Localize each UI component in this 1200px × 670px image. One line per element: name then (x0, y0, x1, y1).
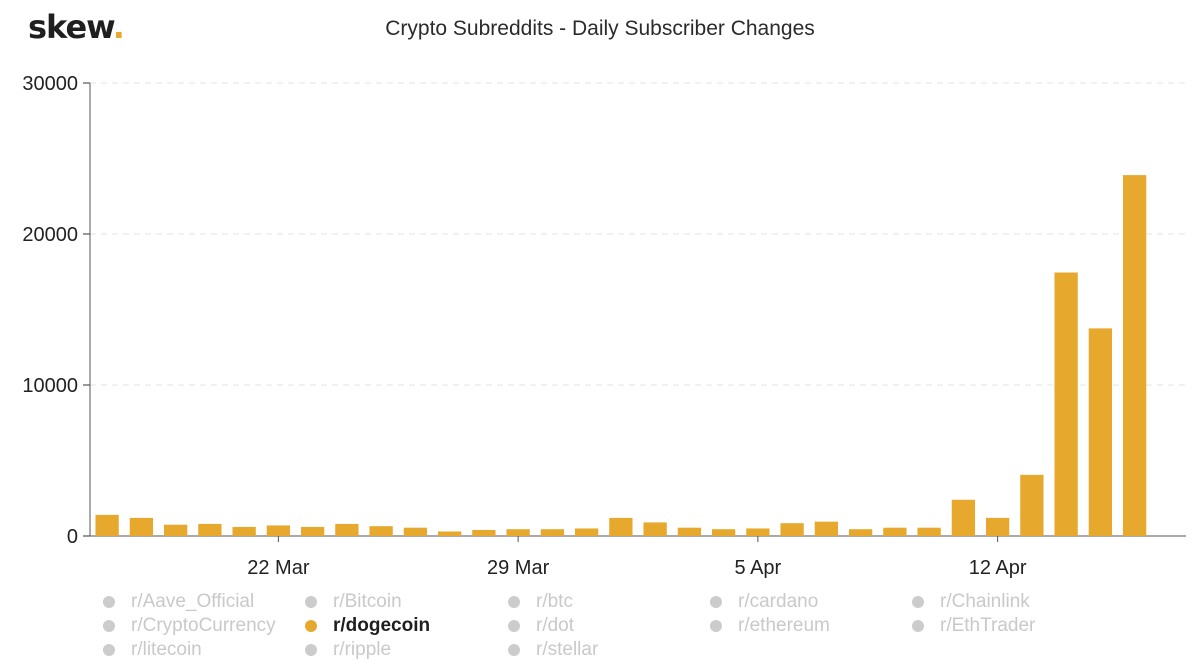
bar (437, 531, 462, 536)
legend-item[interactable]: r/dogecoin (305, 614, 430, 638)
legend-label: r/ethereum (738, 615, 830, 636)
bar (985, 517, 1010, 536)
bar (198, 523, 222, 536)
bar (1088, 328, 1113, 536)
bar (232, 526, 256, 536)
bar (1020, 474, 1044, 536)
bar (643, 522, 667, 536)
y-tick-label: 10000 (22, 375, 78, 397)
legend-label: r/ripple (333, 639, 392, 660)
bar (677, 527, 702, 536)
legend-label: r/Aave_Official (131, 591, 255, 612)
legend-marker-icon (912, 620, 924, 632)
chart-title: Crypto Subreddits - Daily Subscriber Cha… (385, 17, 815, 40)
bar (472, 529, 496, 536)
legend-label: r/Bitcoin (333, 591, 402, 612)
legend-item[interactable]: r/EthTrader (912, 614, 1035, 638)
legend-marker-icon (305, 596, 317, 608)
bar (163, 524, 188, 536)
legend-marker-icon (305, 620, 317, 632)
legend-label: r/stellar (536, 639, 599, 660)
bar (1122, 175, 1147, 537)
bar (129, 517, 154, 536)
bar (574, 528, 599, 536)
bar (917, 527, 941, 536)
legend-marker-icon (710, 620, 722, 632)
x-tick-label: 12 Apr (969, 557, 1027, 579)
skew-logo: skew. (28, 8, 125, 46)
legend-marker-icon (103, 596, 115, 608)
x-tick-label: 5 Apr (735, 557, 782, 579)
legend-item[interactable]: r/Chainlink (912, 590, 1030, 614)
legend-marker-icon (103, 620, 115, 632)
legend-marker-icon (508, 644, 520, 656)
bar (848, 529, 873, 536)
bar (746, 528, 770, 536)
legend-marker-icon (710, 596, 722, 608)
legend-label: r/btc (536, 591, 573, 612)
legend-marker-icon (508, 620, 520, 632)
bar (814, 521, 839, 536)
bar (335, 523, 359, 536)
bar (951, 499, 976, 536)
bar (403, 527, 428, 536)
legend-marker-icon (305, 644, 317, 656)
y-tick-label: 30000 (22, 73, 78, 95)
bar (780, 523, 804, 536)
legend-label: r/EthTrader (940, 615, 1036, 636)
legend-item[interactable]: r/btc (508, 590, 573, 614)
bar-chart: 0 10000 20000 30000 22 Mar 29 Mar 5 Apr 12 Apr (22, 73, 1186, 579)
legend-item[interactable]: r/Bitcoin (305, 590, 402, 614)
legend-item[interactable]: r/ethereum (710, 614, 830, 638)
legend-item[interactable]: r/Aave_Official (103, 590, 254, 614)
legend-marker-icon (508, 596, 520, 608)
y-tick-label: 0 (67, 526, 78, 548)
x-tick-label: 29 Mar (487, 557, 550, 579)
legend-label: r/Chainlink (940, 591, 1030, 612)
legend-label: r/dot (536, 615, 575, 636)
legend-item[interactable]: r/litecoin (103, 638, 202, 662)
legend-item[interactable]: r/CryptoCurrency (103, 614, 276, 638)
legend-marker-icon (912, 596, 924, 608)
legend-item[interactable]: r/stellar (508, 638, 598, 662)
legend-marker-icon (103, 644, 115, 656)
y-tick-label: 20000 (22, 224, 78, 246)
bar (609, 517, 633, 536)
bar (540, 529, 565, 536)
legend-label: r/cardano (738, 591, 819, 612)
bar (1054, 272, 1078, 536)
bar (266, 525, 291, 536)
legend-item[interactable]: r/cardano (710, 590, 818, 614)
legend-label: r/dogecoin (333, 615, 431, 636)
legend-item[interactable]: r/ripple (305, 638, 391, 662)
legend-label: r/litecoin (131, 639, 202, 660)
bar (711, 529, 736, 536)
bar (95, 514, 119, 536)
legend-item[interactable]: r/dot (508, 614, 574, 638)
bar (506, 529, 530, 536)
bar (369, 526, 393, 536)
bar (883, 527, 907, 536)
x-tick-label: 22 Mar (247, 557, 310, 579)
legend-label: r/CryptoCurrency (131, 615, 276, 636)
bar (300, 526, 325, 536)
